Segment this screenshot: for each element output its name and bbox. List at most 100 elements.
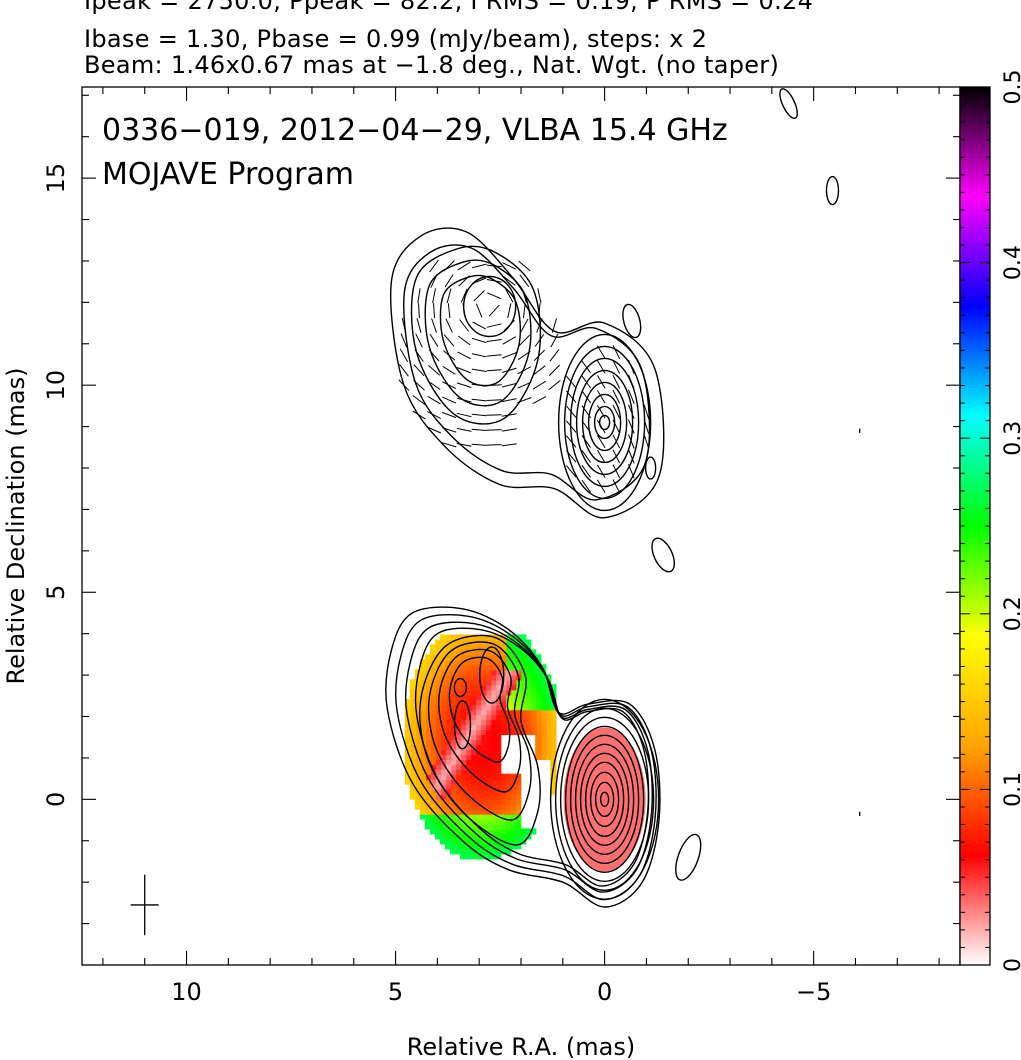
evpa-tick <box>628 419 635 434</box>
north-envelope-contour <box>403 244 651 501</box>
lobe-contour <box>410 245 542 425</box>
colorbar-tick-label: 0.1 <box>1001 772 1021 807</box>
noise-contour <box>779 88 798 119</box>
evpa-tick <box>429 259 439 273</box>
jet-contour <box>427 641 532 821</box>
evpa-tick <box>501 382 517 388</box>
evpa-tick <box>596 405 606 419</box>
evpa-tick <box>581 360 592 374</box>
evpa-tick <box>486 414 502 416</box>
colorbar-tick-label: 0.5 <box>1001 70 1021 105</box>
x-axis-label: Relative R.A. (mas) <box>407 1033 635 1060</box>
evpa-tick <box>628 359 635 375</box>
evpa-tick <box>414 348 424 362</box>
colorbar-tick-label: 0.3 <box>1001 421 1021 456</box>
evpa-tick <box>473 290 485 302</box>
core-contour <box>554 707 655 892</box>
evpa-tick <box>521 288 528 304</box>
north-envelope-contour <box>390 227 665 519</box>
evpa-tick <box>456 412 472 418</box>
evpa-tick <box>643 404 650 419</box>
evpa-tick <box>462 303 466 319</box>
jet-knot-contour <box>453 677 468 698</box>
evpa-tick <box>581 390 592 404</box>
evpa-tick <box>486 339 502 342</box>
evpa-tick <box>537 288 542 304</box>
noise-contour <box>644 456 657 480</box>
evpa-tick <box>628 404 635 419</box>
evpa-tick <box>596 449 606 464</box>
evpa-tick <box>566 405 577 418</box>
evpa-tick <box>517 381 532 389</box>
evpa-tick <box>472 321 487 330</box>
evpa-tick <box>441 442 457 448</box>
evpa-tick <box>628 464 635 479</box>
evpa-tick <box>566 390 577 403</box>
evpa-tick <box>429 333 439 348</box>
evpa-tick <box>471 368 487 372</box>
x-tick-label: 0 <box>597 978 612 1006</box>
evpa-tick <box>486 279 502 283</box>
evpa-tick <box>566 465 577 478</box>
north-core-contour <box>593 405 616 440</box>
jet-envelope-contour <box>394 613 657 901</box>
evpa-tick <box>612 360 621 374</box>
evpa-tick <box>628 434 635 449</box>
evpa-tick <box>400 333 408 348</box>
evpa-tick <box>533 349 546 362</box>
evpa-tick <box>471 428 487 431</box>
evpa-tick <box>628 374 635 389</box>
x-tick-label: 10 <box>171 978 202 1006</box>
evpa-tick <box>549 349 560 362</box>
evpa-tick <box>536 318 543 333</box>
core-contour <box>559 716 650 883</box>
evpa-tick <box>457 261 471 271</box>
colorbar <box>959 86 991 966</box>
y-tick-label: 10 <box>42 370 70 401</box>
evpa-tick <box>444 274 454 288</box>
colorbar-tick-label: 0 <box>1001 958 1021 972</box>
evpa-ticks <box>398 259 650 494</box>
evpa-tick <box>427 411 441 419</box>
y-tick-label: 0 <box>42 792 70 807</box>
core-contour <box>589 771 620 828</box>
evpa-tick <box>426 426 442 434</box>
evpa-tick <box>596 419 606 434</box>
evpa-tick <box>416 318 422 333</box>
evpa-tick <box>427 395 441 405</box>
beam-marker <box>130 874 159 936</box>
evpa-tick <box>643 434 650 449</box>
header-line-1: Ipeak = 2750.0, Ppeak = 82.2, I RMS = 0.… <box>84 0 814 15</box>
evpa-tick <box>643 419 650 434</box>
core-contour <box>564 725 645 874</box>
evpa-tick <box>533 365 546 376</box>
header-line-2: Ibase = 1.30, Pbase = 0.99 (mJy/beam), s… <box>84 25 708 53</box>
core-contour <box>549 698 660 901</box>
evpa-tick <box>442 350 456 361</box>
evpa-tick <box>502 352 517 359</box>
evpa-tick <box>456 427 472 432</box>
evpa-tick <box>428 349 440 362</box>
noise-contour <box>651 537 676 573</box>
evpa-tick <box>507 303 512 319</box>
lobe-contour <box>424 259 532 407</box>
evpa-tick <box>486 369 502 372</box>
evpa-tick <box>456 443 472 447</box>
north-core-contour <box>598 414 611 431</box>
evpa-tick <box>612 374 621 389</box>
x-tick-label: −5 <box>796 978 831 1006</box>
evpa-tick <box>596 390 606 404</box>
evpa-tick <box>428 365 441 376</box>
evpa-tick <box>612 434 621 449</box>
north-core-contour <box>569 357 640 488</box>
evpa-tick <box>612 449 621 464</box>
evpa-tick <box>612 464 621 479</box>
evpa-tick <box>418 303 420 319</box>
evpa-tick <box>501 413 517 417</box>
jet-knot-contour <box>453 700 472 750</box>
x-tick-label: 5 <box>388 978 403 1006</box>
evpa-tick <box>442 396 457 404</box>
lobe-contour <box>439 274 522 387</box>
evpa-tick <box>581 450 592 463</box>
evpa-tick <box>532 380 547 390</box>
